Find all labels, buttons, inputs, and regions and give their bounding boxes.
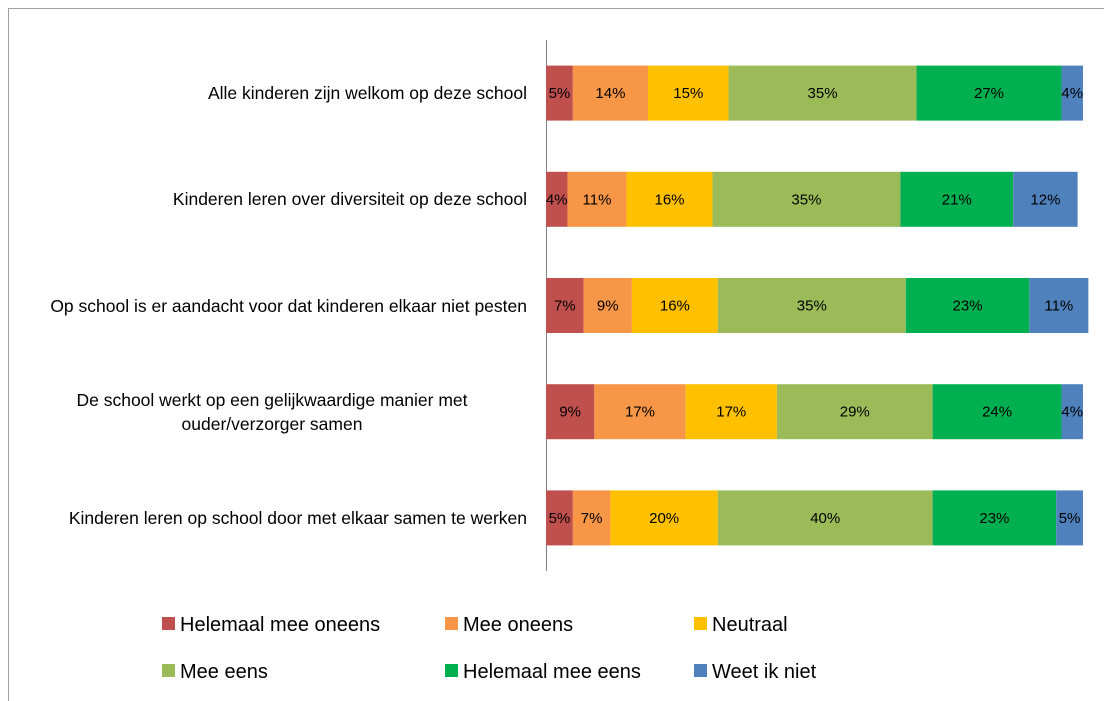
- data-label: 35%: [797, 297, 827, 314]
- legend-item: Mee eens: [162, 660, 268, 684]
- bar-segment: [546, 278, 584, 333]
- data-label: 17%: [625, 404, 655, 421]
- frame: [8, 8, 1104, 701]
- bar-segment: [685, 384, 777, 440]
- category-text: Op school is er aandacht voor dat kinder…: [50, 295, 527, 316]
- data-label: 29%: [840, 404, 870, 421]
- bar-segment: [728, 65, 917, 121]
- bar-segment: [648, 65, 729, 121]
- data-label: 27%: [974, 85, 1004, 102]
- data-label: 21%: [942, 191, 972, 208]
- data-label: 7%: [581, 510, 603, 527]
- category-label: Op school is er aandacht voor dat kinder…: [0, 294, 527, 318]
- legend-label: Helemaal mee eens: [463, 661, 641, 683]
- data-label: 4%: [1061, 85, 1083, 102]
- bar-segment: [1061, 384, 1083, 440]
- bar-segment: [717, 278, 906, 333]
- category-label: Kinderen leren over diversiteit op deze …: [0, 187, 527, 211]
- bar-segment: [905, 278, 1030, 333]
- category-label: Kinderen leren op school door met elkaar…: [0, 506, 527, 530]
- legend-item: Weet ik niet: [694, 660, 816, 684]
- bar-segment: [1013, 171, 1078, 227]
- data-label: 24%: [982, 404, 1012, 421]
- legend-swatch: [445, 664, 458, 677]
- bar-segment: [626, 171, 713, 227]
- data-label: 4%: [1061, 404, 1083, 421]
- category-text: Kinderen leren op school door met elkaar…: [68, 507, 527, 528]
- data-label: 16%: [660, 297, 690, 314]
- data-label: 9%: [597, 297, 619, 314]
- legend-swatch: [694, 617, 707, 630]
- category-label: De school werkt op een gelijkwaardige ma…: [0, 388, 527, 436]
- data-label: 15%: [673, 85, 703, 102]
- bar-segment: [1029, 278, 1089, 333]
- legend-swatch: [694, 664, 707, 677]
- category-text: Alle kinderen zijn welkom op deze school: [207, 83, 527, 104]
- bar-segment: [1056, 490, 1083, 546]
- legend-label: Helemaal mee oneens: [180, 614, 381, 636]
- bar-segment: [546, 171, 568, 227]
- data-label: 5%: [1059, 510, 1081, 527]
- legend-swatch: [162, 617, 175, 630]
- legend-item: Mee oneens: [445, 613, 573, 637]
- bar-segment: [631, 278, 718, 333]
- data-label: 16%: [654, 191, 684, 208]
- data-label: 17%: [716, 404, 746, 421]
- data-label: 4%: [546, 191, 568, 208]
- bar-segment: [572, 65, 649, 121]
- legend-item: Helemaal mee eens: [445, 660, 641, 684]
- bar-segment: [546, 384, 595, 440]
- data-label: 5%: [549, 510, 571, 527]
- legend-swatch: [445, 617, 458, 630]
- data-label: 35%: [808, 85, 838, 102]
- data-label: 40%: [810, 510, 840, 527]
- bar-segment: [594, 384, 686, 440]
- bar-segment: [546, 490, 573, 546]
- data-label: 35%: [791, 191, 821, 208]
- legend-label: Neutraal: [712, 614, 788, 636]
- data-label: 9%: [559, 404, 581, 421]
- bar-segment: [567, 171, 627, 227]
- legend-item: Helemaal mee oneens: [162, 613, 380, 637]
- bar-segment: [546, 65, 573, 121]
- data-label: 11%: [1044, 297, 1073, 314]
- data-label: 11%: [583, 191, 612, 208]
- legend-label: Mee oneens: [463, 614, 574, 636]
- legend-label: Mee eens: [180, 661, 268, 683]
- bar-segment: [776, 384, 933, 440]
- data-label: 14%: [595, 85, 625, 102]
- legend-label: Weet ik niet: [712, 661, 817, 683]
- bar-segment: [916, 65, 1062, 121]
- data-label: 12%: [1030, 191, 1060, 208]
- bar-segment: [932, 490, 1057, 546]
- data-label: 20%: [649, 510, 679, 527]
- legend-item: Neutraal: [694, 613, 788, 637]
- category-text: De school werkt op een gelijkwaardige ma…: [76, 389, 468, 434]
- bar-segment: [1061, 65, 1083, 121]
- data-label: 23%: [979, 510, 1009, 527]
- bar-segment: [900, 171, 1014, 227]
- category-label: Alle kinderen zijn welkom op deze school: [0, 81, 527, 105]
- data-label: 5%: [549, 85, 571, 102]
- bar-segment: [717, 490, 933, 546]
- category-text: Kinderen leren over diversiteit op deze …: [172, 189, 527, 210]
- bar-segment: [610, 490, 718, 546]
- legend-swatch: [162, 664, 175, 677]
- bar-segment: [932, 384, 1062, 440]
- bar-segment: [712, 171, 901, 227]
- bar-segment: [572, 490, 611, 546]
- data-label: 23%: [953, 297, 983, 314]
- data-label: 7%: [554, 297, 576, 314]
- bar-segment: [583, 278, 632, 333]
